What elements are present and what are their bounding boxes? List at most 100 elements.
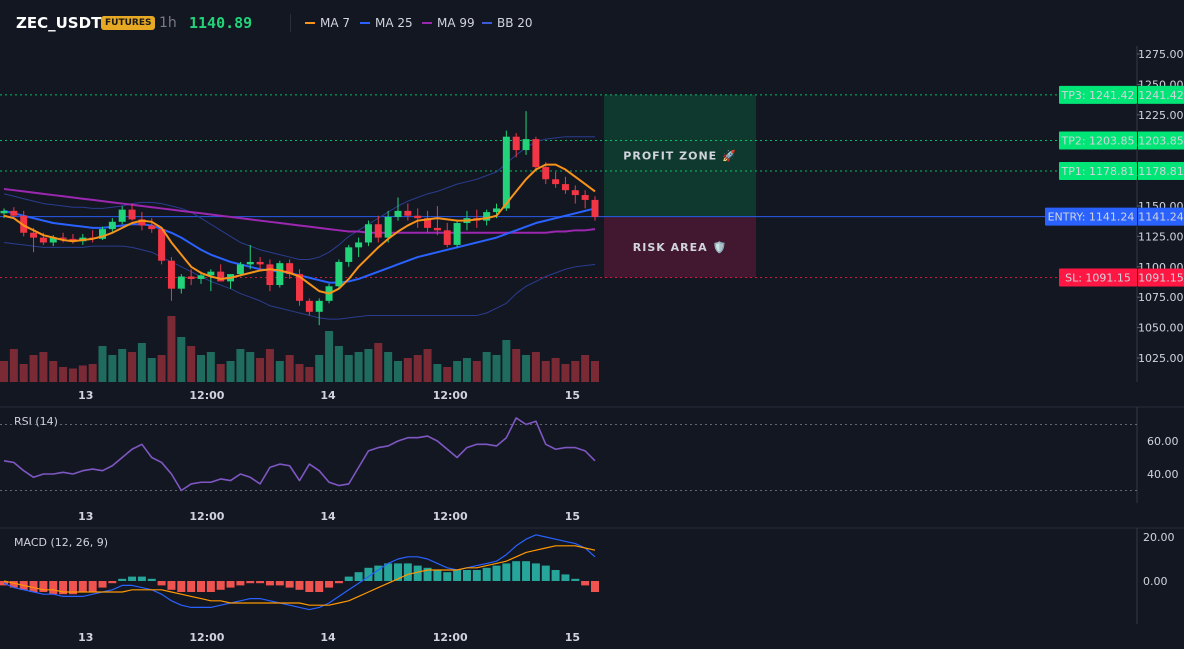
candle-body — [167, 260, 175, 289]
legend-ma7-label: MA 7 — [320, 16, 351, 30]
macd-histogram-bar — [384, 563, 393, 581]
macd-histogram-bar — [591, 581, 599, 592]
macd-histogram-bar — [482, 567, 491, 581]
candle-body — [69, 238, 77, 242]
volume-bar — [29, 355, 38, 382]
axis-tag-tp1 — [1138, 161, 1184, 180]
volume-bar — [492, 355, 501, 382]
axis-label-entry: 1141.24 — [1138, 211, 1184, 224]
volume-bar — [551, 358, 560, 382]
macd-histogram-bar — [177, 581, 186, 592]
last-price: 1140.89 — [189, 14, 253, 32]
volume-bar — [482, 352, 491, 382]
candle-body — [197, 275, 205, 279]
macd-histogram-bar — [167, 581, 176, 590]
volume-bar — [206, 352, 215, 382]
macd-histogram-bar — [531, 563, 540, 581]
volume-bar — [0, 361, 8, 382]
macd-histogram-bar — [462, 570, 471, 581]
volume-bar — [177, 337, 186, 382]
candle-body — [118, 209, 126, 222]
axis-tag-tp2 — [1138, 131, 1184, 150]
time-tick-label: 13 — [78, 510, 93, 523]
legend-ma99[interactable]: MA 99 — [422, 16, 475, 30]
macd-histogram-bar — [403, 563, 412, 581]
candle-body — [256, 261, 264, 265]
time-tick-label: 12:00 — [433, 389, 468, 402]
axis-label-tp3: 1241.42 — [1138, 89, 1184, 102]
legend-bb20[interactable]: BB 20 — [482, 16, 533, 30]
ma99-swatch — [422, 22, 432, 24]
time-tick-label: 15 — [565, 631, 580, 644]
volume-bar — [187, 346, 196, 382]
time-tick-label: 15 — [565, 389, 580, 402]
ma99-line — [3, 187, 596, 234]
legend-ma25[interactable]: MA 25 — [360, 16, 413, 30]
time-tick-label: 15 — [565, 510, 580, 523]
macd-histogram-bar — [315, 581, 324, 592]
axis-label-tp1: 1178.81 — [1138, 165, 1184, 178]
volume-bar — [522, 355, 531, 382]
candle-body — [532, 139, 540, 168]
macd-title: MACD (12, 26, 9) — [14, 536, 108, 549]
ma25-swatch — [360, 22, 370, 24]
candle-body — [10, 210, 18, 216]
axis-label-tp2: 1203.85 — [1138, 135, 1184, 148]
symbol-title[interactable]: ZEC_USDT — [16, 14, 102, 32]
volume-bar — [472, 361, 481, 382]
candle-body — [591, 199, 599, 217]
volume-bar — [384, 352, 393, 382]
header-divider — [290, 14, 291, 32]
macd-histogram-bar — [344, 576, 353, 581]
ma7-swatch — [305, 22, 315, 24]
legend-ma7[interactable]: MA 7 — [305, 16, 350, 30]
volume-bar — [236, 349, 245, 382]
volume-bar — [295, 364, 304, 382]
axis-tag-entry — [1138, 207, 1184, 226]
candle-body — [552, 179, 560, 185]
time-tick-label: 13 — [78, 631, 93, 644]
candle-body — [394, 210, 402, 217]
volume-bar — [59, 367, 68, 382]
candle-body — [177, 276, 185, 289]
macd-histogram-bar — [157, 581, 166, 586]
risk-zone — [604, 216, 756, 278]
axis-tag-tp3 — [1138, 85, 1184, 104]
macd-histogram-bar — [364, 567, 373, 581]
volume-bar — [512, 349, 521, 382]
volume-bar — [591, 361, 599, 382]
candle-body — [581, 195, 589, 200]
level-tag-sl — [1059, 268, 1137, 287]
volume-bar — [453, 361, 462, 382]
macd-histogram-bar — [88, 581, 97, 592]
candle-body — [453, 223, 461, 245]
time-tick-label: 13 — [78, 389, 93, 402]
time-tick-label: 14 — [320, 631, 336, 644]
volume-bar — [315, 355, 324, 382]
time-tick-label: 12:00 — [433, 510, 468, 523]
candle-body — [561, 184, 569, 191]
macd-histogram-bar — [59, 581, 68, 595]
volume-bar — [364, 349, 373, 382]
rsi-tick-label: 40.00 — [1147, 468, 1179, 481]
volume-bar — [19, 364, 28, 382]
volume-bar — [78, 365, 87, 382]
level-label-tp3: TP3: 1241.42 — [1060, 89, 1134, 102]
candle-body — [236, 264, 244, 275]
macd-tick-label: 0.00 — [1143, 575, 1168, 588]
timeframe-label[interactable]: 1h — [159, 15, 177, 31]
profit-zone — [604, 94, 756, 217]
volume-bar — [197, 355, 205, 382]
macd-histogram-bar — [541, 565, 550, 581]
volume-bar — [256, 358, 265, 382]
macd-histogram-bar — [334, 581, 343, 584]
candle-body — [217, 271, 225, 282]
time-tick-label: 12:00 — [433, 631, 468, 644]
volume-bar — [118, 349, 127, 382]
macd-tick-label: 20.00 — [1143, 531, 1175, 544]
candle-body — [108, 221, 116, 230]
volume-bar — [68, 368, 77, 382]
volume-bar — [216, 364, 225, 382]
time-tick-label: 14 — [320, 510, 336, 523]
